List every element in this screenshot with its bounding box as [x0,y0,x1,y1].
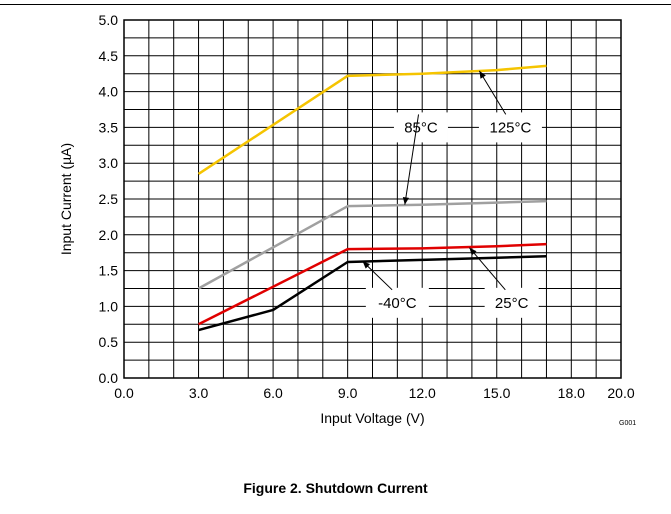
y-tick-label: 3.5 [99,119,119,135]
series-line-125c [197,64,547,175]
x-tick-label: 12.0 [409,385,436,401]
x-tick-labels: 0.0 3.0 6.0 9.0 12.0 15.0 18.0 20.0 [114,385,635,401]
y-tick-label: 5.0 [99,12,119,28]
callout-arrowhead [362,261,371,269]
callout-arrowhead [402,196,409,205]
y-tick-label: 0.5 [99,334,119,350]
x-tick-label: 6.0 [263,385,283,401]
series-line-25c [197,242,547,326]
series-label: -40°C [378,295,417,312]
callout-arrow [478,70,507,115]
y-tick-label: 0.0 [99,370,119,386]
callout-arrow [404,114,420,205]
y-tick-label: 1.5 [99,263,119,279]
series-lines [197,64,547,332]
x-axis-label: Input Voltage (V) [320,410,424,426]
x-tick-label: 20.0 [607,385,634,401]
x-tick-label: 9.0 [338,385,358,401]
callout-box [484,287,539,318]
y-tick-label: 2.0 [99,227,119,243]
series-line-85c [197,199,547,290]
series-callouts: 125°C 85°C 25°C -40°C [362,70,542,318]
y-tick-label: 2.5 [99,191,119,207]
x-tick-label: 3.0 [189,385,209,401]
shutdown-current-chart: 0.0 3.0 6.0 9.0 12.0 15.0 18.0 20.0 0.0 0.5 1.0 1.… [58,12,636,427]
callout-arrowhead [479,70,486,79]
figure-caption: Figure 2. Shutdown Current [243,480,428,496]
callout-box [365,287,429,318]
callout-arrow [469,247,506,291]
plot-frame [123,19,622,379]
callout-arrowhead [469,247,477,256]
callout-box [393,112,448,143]
figure-code: G001 [619,420,636,427]
x-tick-label: 15.0 [483,385,510,401]
series-label: 125°C [489,119,531,136]
x-tick-label: 0.0 [114,385,134,401]
x-tick-label: 18.0 [558,385,585,401]
y-tick-label: 1.0 [99,298,119,314]
series-label: 85°C [404,119,438,136]
y-tick-label: 4.5 [99,48,119,64]
callout-box [478,112,542,143]
top-rule [0,4,671,5]
y-tick-label: 4.0 [99,84,119,100]
y-tick-labels: 0.0 0.5 1.0 1.5 2.0 2.5 3.0 3.5 4.0 4.5 5.0 [99,12,119,386]
series-label: 25°C [495,295,529,312]
y-axis-label: Input Current (µA) [58,143,74,255]
series-line-40c [198,255,547,332]
y-tick-label: 3.0 [99,155,119,171]
